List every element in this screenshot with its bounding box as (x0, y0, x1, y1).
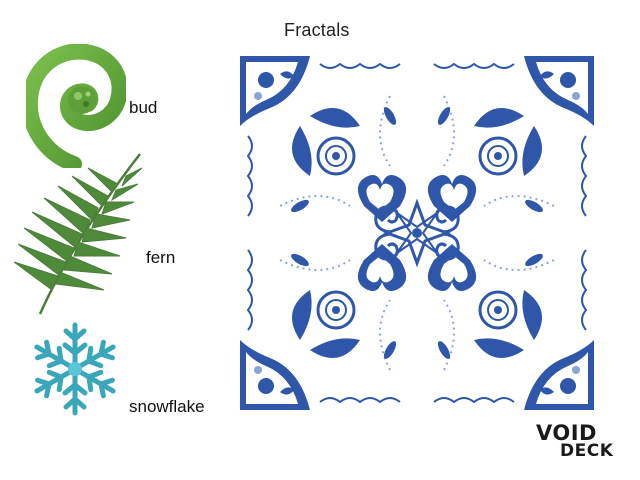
logo-line2: DECK (560, 441, 614, 461)
fern-frond-icon (12, 152, 144, 316)
fiddlehead-bud-icon (26, 44, 126, 168)
snowflake-icon (26, 320, 124, 418)
snowflake-label: snowflake (129, 397, 205, 416)
void-deck-logo: VOID DECK (536, 421, 626, 461)
logo-line1: VOID (536, 421, 597, 445)
bud-label: bud (129, 98, 158, 117)
fern-label: fern (146, 248, 176, 267)
blue-floral-tile-icon (240, 56, 594, 410)
page-title: Fractals (284, 20, 350, 40)
